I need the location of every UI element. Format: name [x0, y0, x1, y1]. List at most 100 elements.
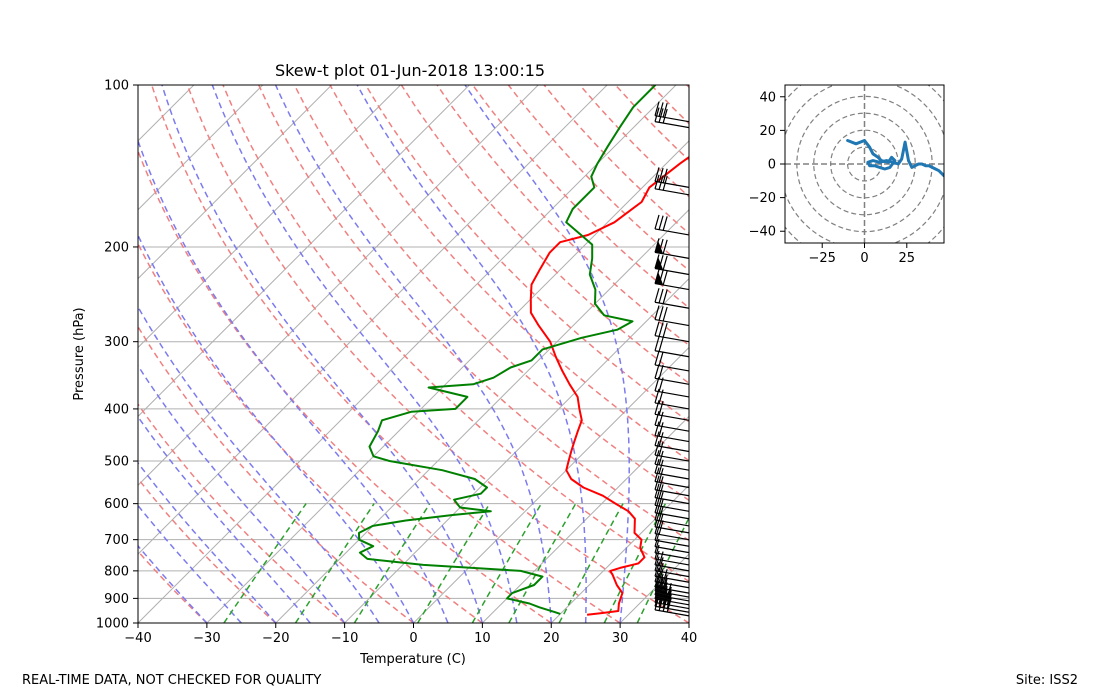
mixing-ratio-line: [223, 503, 307, 623]
hodograph-y-tick-label: 0: [768, 158, 776, 173]
wind-barb-staff: [654, 601, 690, 610]
wind-barb-feather: [654, 458, 660, 474]
wind-barb-feather: [662, 168, 668, 184]
x-tick-label: 40: [681, 631, 698, 646]
temperature-profile: [529, 155, 689, 616]
wind-barb-staff: [654, 390, 690, 398]
dewpoint-profile: [358, 85, 657, 615]
wind-barb-staff: [654, 497, 690, 505]
wind-barb: [654, 572, 690, 594]
wind-barb-feather: [658, 562, 664, 578]
y-tick-label: 600: [104, 497, 129, 512]
isotherm-line: [138, 85, 470, 418]
wind-barb: [654, 576, 690, 598]
wind-barb-staff: [654, 489, 690, 497]
wind-barb-staff: [654, 318, 690, 327]
wind-barb-feather: [658, 351, 664, 366]
wind-barb-feather: [654, 572, 660, 588]
wind-barb: [654, 532, 690, 554]
wind-barb: [654, 107, 690, 129]
wind-barb-feather: [662, 255, 668, 271]
dry-adiabat-line: [138, 477, 277, 623]
wind-barbs: [654, 101, 690, 617]
wind-barb: [654, 167, 690, 188]
wind-barb-staff: [654, 424, 690, 432]
y-tick-label: 500: [104, 455, 129, 470]
wind-barb-flag: [655, 256, 663, 270]
wind-barb-staff: [654, 581, 690, 589]
wind-barb-feather: [658, 306, 664, 321]
y-tick-label: 300: [104, 335, 129, 350]
wind-barb-staff: [654, 228, 690, 236]
wind-barb-feather: [658, 441, 664, 456]
moist-adiabat-line: [138, 544, 208, 623]
wind-barb-feather: [658, 337, 664, 352]
dry-adiabat-line: [150, 85, 621, 623]
wind-barb-staff: [654, 267, 690, 276]
x-tick-label: 30: [612, 631, 629, 646]
dry-adiabat-line: [138, 402, 346, 623]
wind-barb-feather: [654, 411, 660, 426]
moist-adiabat-line: [138, 364, 346, 623]
x-tick-label: 10: [474, 631, 491, 646]
hodograph-x-tick-label: −25: [808, 251, 835, 266]
wind-barb-flag: [655, 240, 663, 254]
wind-barb-staff: [654, 590, 690, 598]
mixing-ratio-line: [417, 503, 491, 623]
wind-barb: [654, 431, 690, 453]
wind-barb-staff: [654, 570, 690, 578]
dry-adiabat-line: [186, 85, 689, 623]
wind-barb-feather: [658, 459, 664, 474]
wind-barb-feather: [654, 475, 660, 490]
wind-barb: [654, 567, 690, 589]
wind-barb-feather: [658, 422, 664, 437]
isotherm-line: [138, 85, 677, 623]
wind-barb: [654, 321, 690, 343]
wind-barb-feather: [654, 450, 660, 465]
wind-barb-feather: [662, 239, 668, 254]
moist-adiabat-line: [138, 461, 277, 623]
wind-barb-feather: [662, 108, 668, 124]
wind-barb-staff: [654, 564, 690, 572]
isotherm-line: [138, 85, 332, 280]
y-tick-label: 100: [104, 79, 129, 94]
y-axis-label: Pressure (hPa): [72, 307, 87, 400]
wind-barb-feather: [658, 102, 664, 117]
hodograph-y-tick-label: 40: [759, 90, 776, 105]
wind-barb-feather: [662, 306, 668, 322]
dry-adiabat-line: [138, 325, 414, 623]
wind-barb-feather: [658, 577, 664, 592]
wind-barb-staff: [654, 558, 690, 566]
moist-adiabat-line: [274, 85, 553, 623]
wind-barb: [654, 450, 690, 471]
wind-barb-feather: [658, 573, 664, 589]
wind-barb-feather: [654, 305, 660, 320]
wind-barb-staff: [654, 539, 690, 547]
wind-barb-staff: [654, 512, 690, 520]
isotherm-line: [550, 484, 689, 623]
wind-barb-feather: [654, 431, 660, 446]
wind-barb-staff: [654, 121, 690, 129]
wind-barb-feather: [654, 440, 660, 456]
wind-barb-staff: [654, 526, 690, 534]
wind-barb: [654, 214, 690, 236]
wind-barb-feather: [654, 214, 660, 230]
wind-barb: [654, 421, 690, 443]
wind-barb-staff: [654, 533, 690, 541]
dry-adiabat-line: [436, 85, 689, 347]
dry-adiabat-line: [472, 85, 689, 309]
dry-adiabat-line: [258, 85, 689, 542]
wind-barb-staff: [654, 364, 690, 372]
wind-barb: [654, 440, 690, 462]
skewt-plot-area: [138, 85, 689, 623]
wind-barb-feather: [654, 107, 660, 122]
x-tick-label: 0: [409, 631, 417, 646]
wind-barb-feather: [654, 562, 660, 577]
wind-barb: [654, 411, 690, 432]
wind-barb-staff: [654, 598, 690, 606]
wind-barb-feather: [654, 350, 660, 366]
isotherm-line: [413, 346, 689, 623]
wind-barb-feather: [654, 400, 660, 415]
wind-barb-feather: [658, 411, 664, 427]
